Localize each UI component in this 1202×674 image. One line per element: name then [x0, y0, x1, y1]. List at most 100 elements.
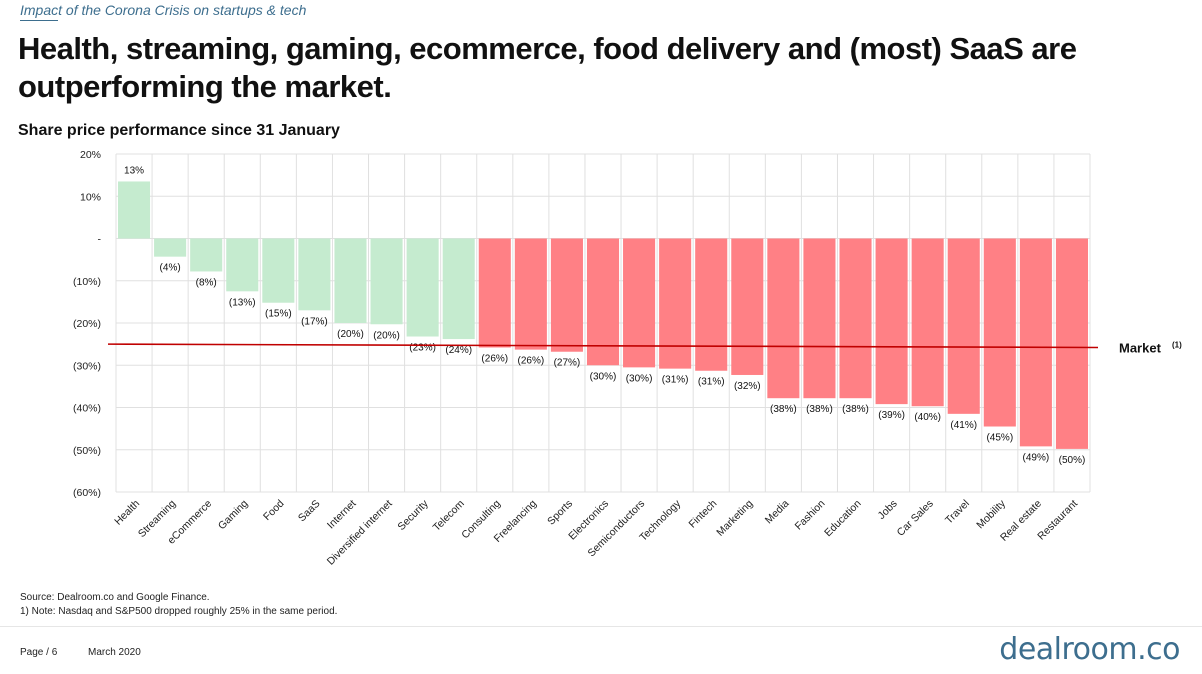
bar	[1019, 238, 1052, 447]
y-tick-label: (30%)	[73, 360, 101, 372]
bar-data-label: (32%)	[734, 381, 761, 392]
bar-data-label: (40%)	[914, 412, 941, 423]
x-category-label: Internet	[325, 498, 359, 532]
bar-data-label: (38%)	[770, 404, 797, 415]
bar	[983, 238, 1016, 427]
bar	[190, 238, 223, 272]
y-tick-label: (50%)	[73, 445, 101, 457]
bar-data-label: (41%)	[950, 420, 977, 431]
bar-data-label: (17%)	[301, 316, 328, 327]
bar	[911, 238, 944, 407]
bar	[695, 238, 728, 371]
x-category-label: SaaS	[296, 498, 323, 525]
bar-data-label: (26%)	[518, 356, 545, 367]
bar-data-label: (15%)	[265, 309, 292, 320]
page-headline: Health, streaming, gaming, ecommerce, fo…	[18, 31, 1077, 104]
y-axis: 20% 10% - (10%) (20%) (30%) (40%) (50%) (60%)	[73, 149, 102, 499]
bar	[875, 238, 908, 405]
bar	[442, 238, 475, 340]
footnote-line: 1) Note: Nasdaq and S&P500 dropped rough…	[20, 606, 338, 617]
y-tick-label: (10%)	[73, 276, 101, 288]
x-category-label: Telecom	[431, 497, 467, 533]
x-category-label: Jobs	[876, 498, 900, 522]
y-tick-label: 20%	[80, 149, 101, 161]
bar-data-label: (23%)	[409, 343, 436, 354]
bar	[262, 238, 295, 303]
bar	[514, 238, 547, 350]
bar-data-label: (31%)	[698, 377, 725, 388]
bar-data-label: (38%)	[842, 404, 869, 415]
x-category-label: Media	[763, 498, 792, 527]
bar-data-label: (13%)	[229, 297, 256, 308]
x-category-label: Marketing	[714, 498, 755, 539]
bar	[586, 238, 620, 366]
y-tick-label: 10%	[80, 191, 101, 203]
y-tick-label: (60%)	[73, 487, 101, 499]
bar	[839, 238, 872, 399]
data-labels-group: 13% (4%) (8%) (13%) (15%) (17%) (20%) (20%) (23%…	[124, 165, 1085, 465]
bar-data-label: (4%)	[160, 263, 181, 274]
bar	[334, 238, 367, 323]
section-kicker: Impact of the Corona Crisis on startups …	[20, 2, 307, 18]
bar	[154, 238, 187, 257]
bar	[767, 238, 800, 399]
x-category-label: Mobility	[974, 497, 1008, 531]
footer-divider	[0, 626, 1202, 627]
dealroom-logo: dealroom.co	[999, 632, 1180, 667]
x-category-label: Gaming	[216, 498, 251, 533]
bar-data-label: (30%)	[626, 373, 653, 384]
source-note: Source: Dealroom.co and Google Finance. …	[20, 591, 337, 619]
x-category-label: Fashion	[793, 498, 828, 533]
kicker-underline	[20, 20, 58, 21]
bar-data-label: (49%)	[1023, 452, 1050, 463]
bar	[659, 238, 692, 369]
bar	[406, 238, 439, 337]
bar	[947, 238, 980, 414]
bar-data-label: (26%)	[481, 354, 508, 365]
market-label: Market	[1119, 341, 1162, 356]
market-line-group: Market (1)	[107, 341, 1182, 356]
bar	[226, 238, 259, 292]
bar-data-label: (27%)	[554, 358, 581, 369]
bar-data-label: 13%	[124, 165, 144, 176]
bars-group	[118, 181, 1088, 449]
page-number: Page / 6	[20, 647, 58, 658]
x-category-label: Food	[261, 498, 287, 524]
bar-data-label: (31%)	[662, 375, 689, 386]
bar-data-label: (45%)	[986, 433, 1013, 444]
x-category-label: Diversified internet	[325, 498, 395, 568]
x-category-label: Sports	[545, 498, 575, 528]
x-category-label: Health	[112, 498, 142, 528]
y-tick-label: -	[98, 234, 102, 246]
bar	[118, 181, 151, 239]
x-category-label: Car Sales	[895, 498, 936, 539]
x-category-label: Security	[395, 497, 431, 533]
footer-date: March 2020	[88, 647, 141, 658]
y-tick-label: (20%)	[73, 318, 101, 330]
bar	[803, 238, 836, 399]
chart-title: Share price performance since 31 January	[18, 122, 340, 139]
source-line: Source: Dealroom.co and Google Finance.	[20, 592, 210, 603]
x-category-label: Travel	[943, 498, 972, 527]
bar-data-label: (50%)	[1059, 455, 1086, 466]
bar-data-label: (20%)	[337, 329, 364, 340]
bar	[370, 238, 403, 325]
y-tick-label: (40%)	[73, 403, 101, 415]
bar-data-label: (39%)	[878, 410, 905, 421]
bar-data-label: (8%)	[196, 277, 217, 288]
bar-data-label: (20%)	[373, 330, 400, 341]
bar-data-label: (30%)	[590, 371, 617, 382]
market-line	[107, 343, 1099, 349]
bar	[298, 238, 331, 311]
bar-data-label: (24%)	[445, 345, 472, 356]
x-category-label: Fintech	[687, 498, 720, 531]
share-price-bar-chart: 20% 10% - (10%) (20%) (30%) (40%) (50%) (60%) 13…	[73, 149, 1182, 568]
bar	[550, 238, 583, 352]
x-category-label: Education	[822, 498, 864, 540]
bar	[1055, 238, 1088, 449]
bar	[731, 238, 764, 375]
bar-data-label: (38%)	[806, 404, 833, 415]
market-footnote-mark: (1)	[1172, 341, 1182, 350]
bar	[478, 238, 511, 348]
